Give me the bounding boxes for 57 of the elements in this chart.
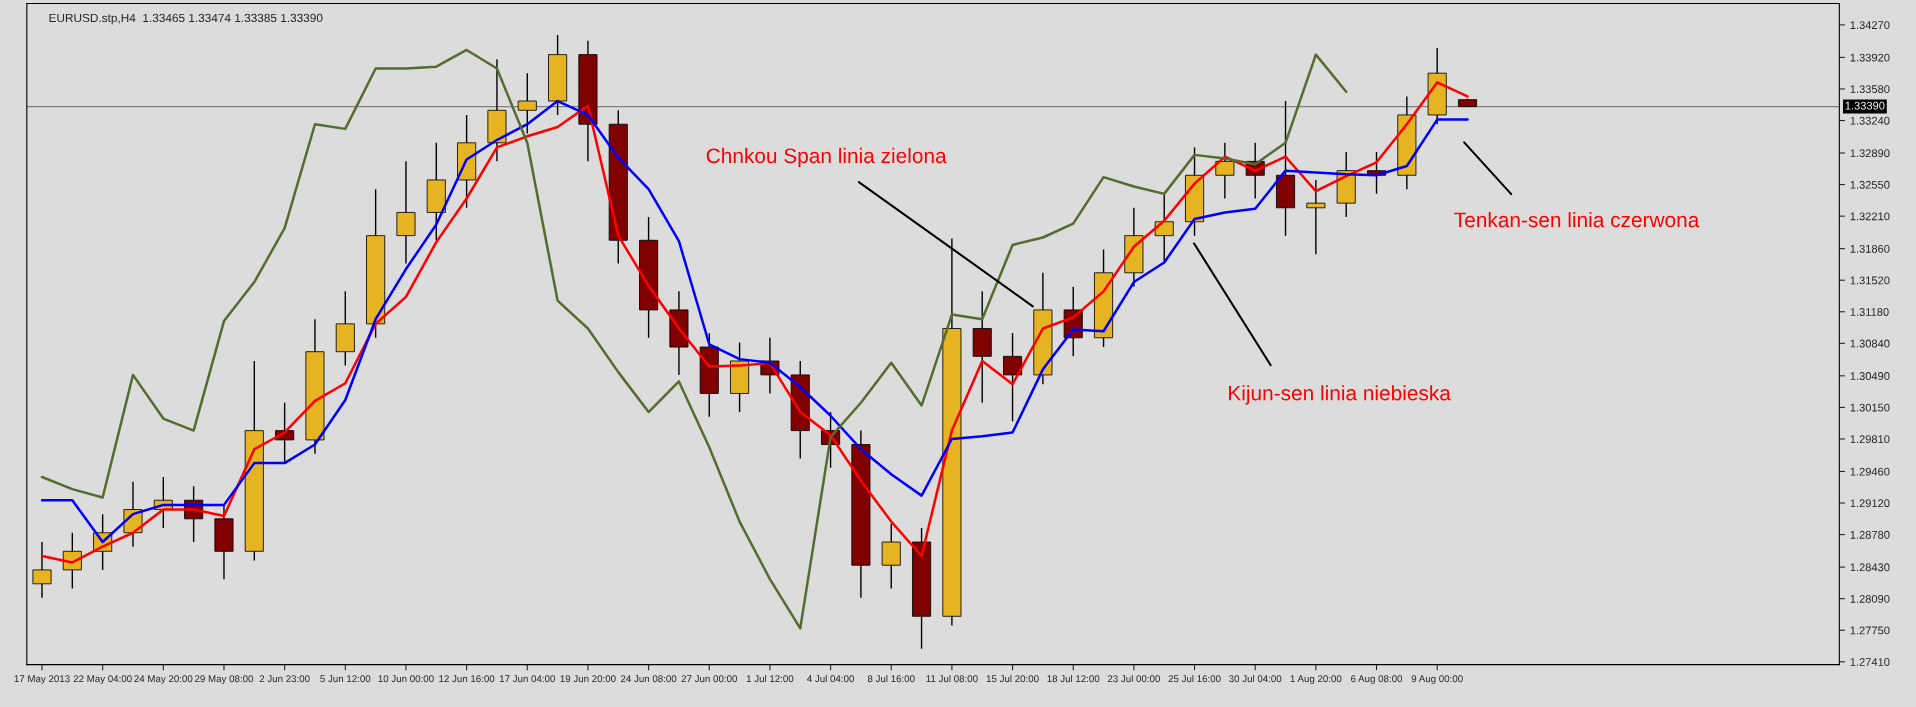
y-tick-label: 1.33580: [1850, 85, 1890, 94]
x-tick-label: 19 Jun 20:00: [560, 675, 616, 683]
x-tick-label: 22 May 04:00: [73, 675, 132, 685]
x-tick-label: 2 Jun 23:00: [259, 675, 310, 683]
x-tick-label: 17 Jun 04:00: [499, 675, 556, 683]
candlestick: [1003, 332, 1023, 423]
x-tick-label: 18 Jul 12:00: [1047, 675, 1100, 683]
y-tick-label: 1.31180: [1850, 308, 1889, 316]
y-tick-label: 1.27750: [1850, 626, 1890, 635]
x-tick-label: 27 Jun 00:00: [681, 675, 737, 683]
y-tick-label: 1.34270: [1850, 21, 1890, 30]
y-tick-label: 1.28780: [1850, 530, 1890, 539]
annotation: Chnkou Span linia zielona: [706, 147, 947, 168]
x-tick-label: 24 Jun 08:00: [620, 675, 677, 683]
y-tick-label: 1.32550: [1850, 180, 1890, 189]
annotation: Tenkan-sen linia czerwona: [1454, 211, 1700, 228]
x-tick-label: 24 May 20:00: [134, 675, 193, 685]
x-tick-label: 1 Jul 12:00: [746, 675, 794, 683]
ref-line-label: 1.33390: [1845, 101, 1885, 110]
x-tick-label: 29 May 08:00: [195, 675, 254, 685]
x-tick-label: 8 Jul 16:00: [867, 675, 915, 683]
y-tick-label: 1.30840: [1850, 339, 1890, 348]
x-tick-label: 15 Jul 20:00: [986, 675, 1039, 683]
y-tick-label: 1.30150: [1850, 403, 1890, 412]
text: EURUSD.stp,H4 1.33465 1.33474 1.33385 1.33390: [49, 13, 323, 25]
y-tick-label: 1.32890: [1850, 149, 1890, 158]
y-tick-label: 1.33920: [1850, 53, 1890, 62]
x-tick-label: 9 Aug 00:00: [1411, 675, 1463, 685]
candlestick: [1215, 142, 1235, 200]
y-tick-label: 1.29460: [1850, 467, 1890, 476]
x-tick-label: 11 Jul 08:00: [926, 675, 978, 683]
y-tick-label: 1.33240: [1850, 116, 1890, 125]
x-tick-label: 5 Jun 12:00: [320, 675, 371, 683]
y-tick-label: 1.30490: [1850, 372, 1890, 380]
y-tick-label: 1.29120: [1850, 499, 1890, 508]
y-tick-label: 1.29810: [1850, 435, 1890, 444]
x-tick-label: 30 Jul 04:00: [1229, 675, 1282, 683]
candlestick: [1306, 179, 1326, 255]
x-tick-label: 25 Jul 16:00: [1168, 675, 1221, 683]
y-tick-label: 1.28090: [1850, 594, 1890, 603]
x-tick-label: 17 May 2013: [14, 675, 70, 685]
y-tick-label: 1.27410: [1850, 658, 1890, 666]
x-tick-label: 6 Aug 08:00: [1351, 675, 1403, 685]
x-tick-label: 1 Aug 20:00: [1290, 675, 1342, 685]
y-tick-label: 1.28430: [1850, 563, 1890, 572]
y-tick-label: 1.32210: [1850, 212, 1890, 221]
candlestick: [517, 72, 537, 135]
x-tick-label: 4 Jul 04:00: [807, 675, 854, 683]
candlestick: [396, 160, 416, 265]
annotation: Kijun-sen linia niebieska: [1229, 385, 1451, 405]
x-tick-label: 10 Jun 00:00: [378, 675, 434, 683]
x-tick-label: 12 Jun 16:00: [439, 675, 495, 683]
x-tick-label: 23 Jul 00:00: [1107, 675, 1160, 683]
candlestick: [881, 522, 901, 590]
y-tick-label: 1.31860: [1850, 244, 1890, 253]
candlestick: [32, 541, 52, 599]
y-tick-label: 1.31520: [1850, 276, 1890, 285]
